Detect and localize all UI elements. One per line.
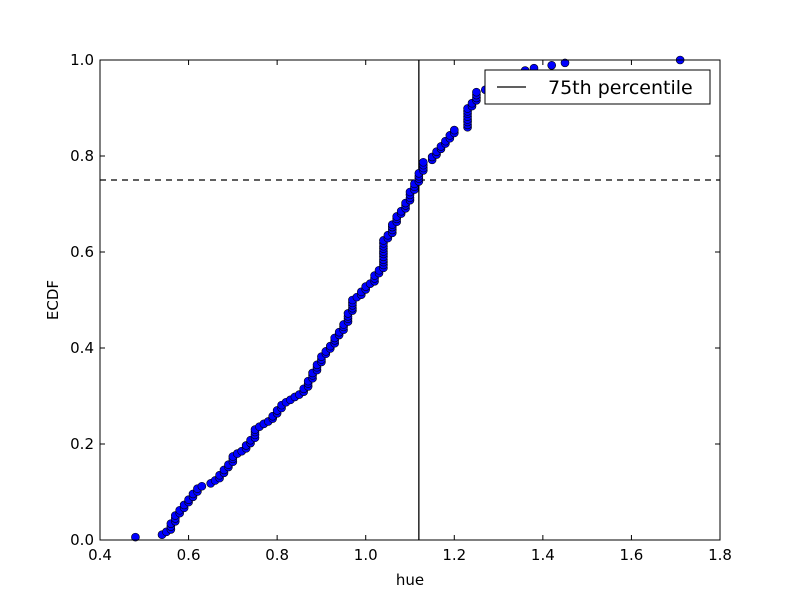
x-tick-label-4: 1.2 (442, 546, 466, 564)
x-tick-label-0: 0.4 (88, 546, 112, 564)
x-tick-label-5: 1.4 (531, 546, 555, 564)
data-point-165 (472, 87, 481, 97)
y-tick-label-3: 0.6 (70, 243, 94, 261)
x-tick-label-1: 0.6 (177, 546, 201, 564)
y-tick-label-0: 0.0 (70, 531, 94, 549)
data-point-176 (560, 58, 570, 68)
x-tick-label-3: 1.0 (354, 546, 378, 564)
x-tick-label-2: 0.8 (265, 546, 289, 564)
axis-ticks: 0.4 0.6 0.8 1.0 1.2 1.4 1.6 1.8 0.0 0.2 0.4 0.6 0.8 1… (70, 51, 732, 564)
legend-label: 75th percentile (548, 77, 693, 99)
x-axis-label: hue (396, 571, 424, 589)
y-tick-label-5: 1.0 (70, 51, 94, 69)
axes-frame (99, 59, 721, 541)
data-point-19 (197, 481, 207, 491)
y-tick-label-4: 0.8 (70, 147, 94, 165)
data-point-0 (131, 532, 140, 542)
plot-background (100, 60, 720, 540)
y-axis-label: ECDF (44, 280, 62, 320)
y-tick-label-2: 0.4 (70, 339, 94, 357)
data-point-139 (418, 157, 428, 167)
plot-area (100, 60, 720, 540)
data-point-175 (547, 60, 557, 70)
data-point-151 (449, 125, 459, 135)
x-tick-label-7: 1.8 (708, 546, 732, 564)
axes-border (99, 59, 721, 541)
legend: 75th percentile (484, 69, 711, 105)
y-tick-label-1: 0.2 (70, 435, 94, 453)
x-tick-label-6: 1.6 (619, 546, 643, 564)
data-points (131, 55, 685, 542)
